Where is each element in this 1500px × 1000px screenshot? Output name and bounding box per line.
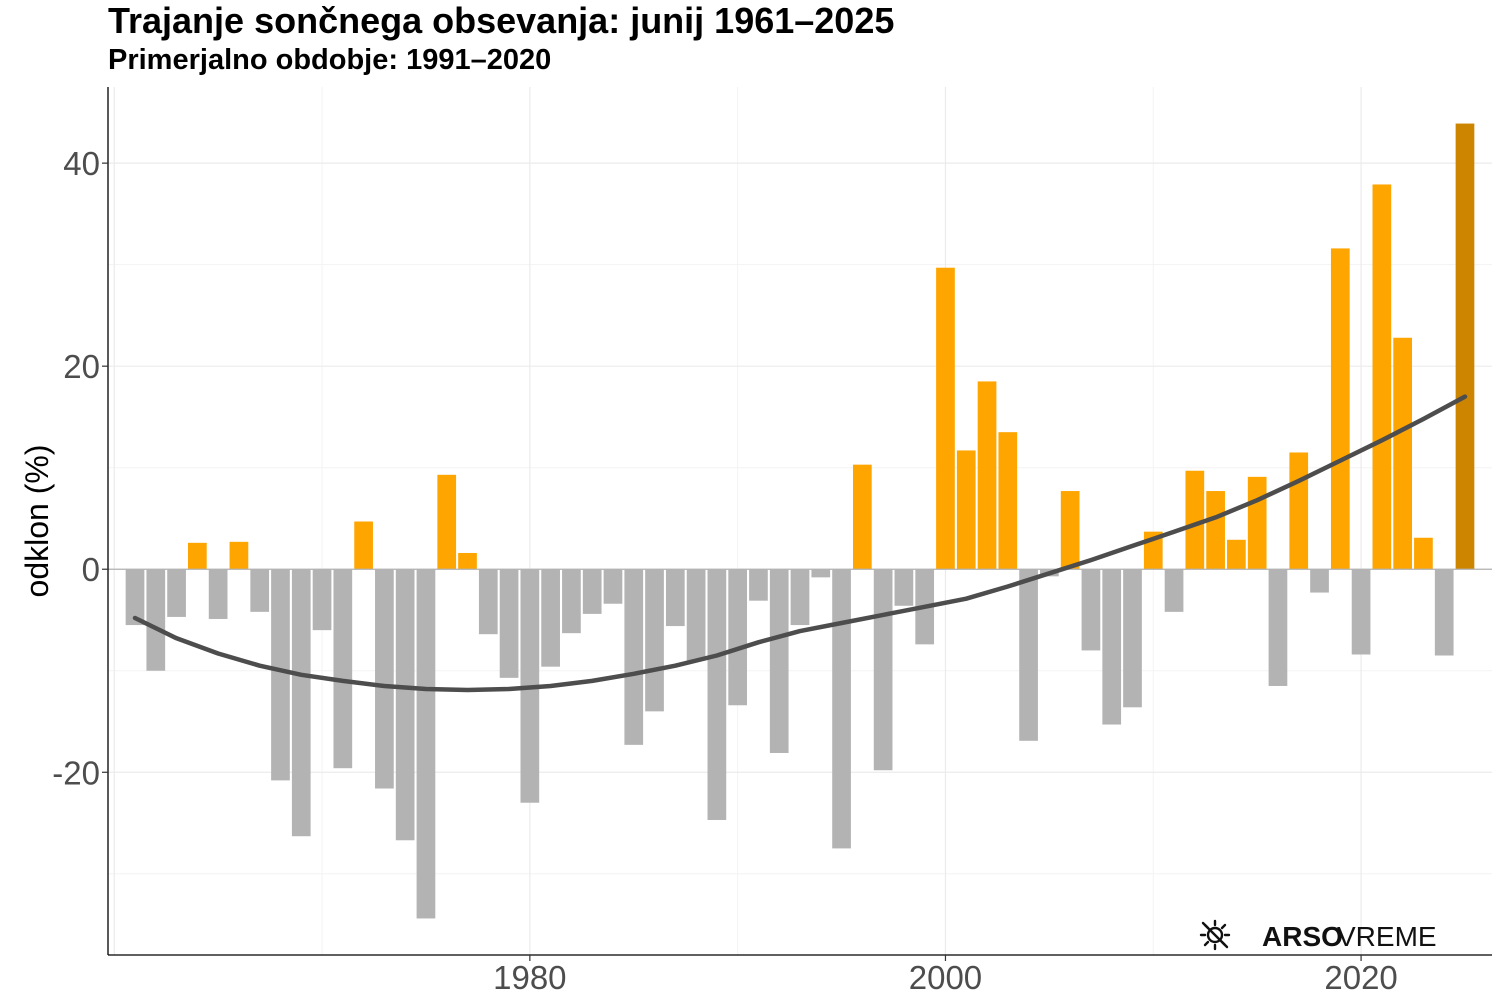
- bar-1962: [146, 569, 166, 671]
- bar-2019: [1330, 248, 1350, 570]
- trend-line: [132, 394, 1468, 693]
- bar-2001: [956, 450, 976, 570]
- bar-1987: [665, 569, 685, 627]
- bar-1969: [291, 569, 311, 837]
- bar-2008: [1102, 569, 1122, 725]
- bar-1976: [437, 474, 457, 570]
- y-tick-label: 0: [82, 551, 100, 588]
- axes: [102, 87, 1492, 961]
- bar-2020: [1351, 569, 1371, 655]
- bar-1988: [686, 569, 706, 661]
- bar-2011: [1164, 569, 1184, 612]
- bar-2018: [1310, 569, 1329, 593]
- y-tick-labels: 40 20 0 -20: [52, 145, 100, 791]
- y-axis-label: odklon (%): [19, 445, 55, 598]
- bar-1971: [333, 569, 353, 769]
- grid-major: [108, 87, 1492, 955]
- bar-1968: [271, 569, 290, 781]
- logo-vreme: VREME: [1337, 921, 1437, 952]
- sun-cloud-icon: [1199, 919, 1231, 951]
- grid-minor: [108, 87, 1492, 955]
- chart-subtitle: Primerjalno obdobje: 1991–2020: [108, 44, 552, 76]
- x-tick-label: 2020: [1324, 959, 1397, 996]
- bar-1997: [873, 569, 893, 771]
- bar-1977: [458, 552, 477, 570]
- bar-1974: [395, 569, 415, 841]
- bar-1995: [832, 569, 851, 849]
- bar-2025: [1455, 123, 1475, 570]
- bar-1965: [208, 569, 228, 619]
- bar-2015: [1247, 476, 1267, 570]
- bar-2013: [1206, 491, 1225, 570]
- bar-1993: [790, 569, 810, 626]
- bar-1963: [167, 569, 186, 617]
- bar-1972: [354, 521, 373, 570]
- bar-1989: [707, 569, 727, 820]
- bars: [125, 123, 1475, 919]
- y-tick-label: -20: [52, 754, 100, 791]
- bar-1975: [416, 569, 436, 919]
- bar-2023: [1414, 537, 1433, 570]
- bar-2000: [936, 267, 955, 570]
- bar-2003: [998, 432, 1018, 570]
- bar-1984: [603, 569, 623, 604]
- x-tick-labels: 1980 2000 2020: [493, 959, 1398, 996]
- bar-2002: [977, 381, 997, 570]
- bar-2009: [1123, 569, 1142, 708]
- chart-title: Trajanje sončnega obsevanja: junij 1961–…: [108, 0, 895, 41]
- bar-2014: [1227, 539, 1246, 570]
- bar-1961: [125, 569, 145, 626]
- bar-1994: [811, 569, 831, 578]
- bar-1978: [478, 569, 498, 635]
- logo-arso: ARSO: [1262, 921, 1343, 952]
- bar-1973: [375, 569, 394, 789]
- bar-1983: [582, 569, 602, 614]
- bar-1992: [769, 569, 789, 753]
- x-tick-label: 1980: [493, 959, 566, 996]
- y-tick-label: 40: [63, 145, 100, 182]
- bar-2024: [1434, 569, 1454, 656]
- bar-1967: [250, 569, 270, 612]
- bar-2022: [1393, 337, 1412, 570]
- arso-logo: ARSO VREME: [1199, 919, 1437, 952]
- bar-2004: [1019, 569, 1038, 741]
- bar-1982: [562, 569, 581, 634]
- bar-2012: [1185, 470, 1205, 570]
- y-tick-label: 20: [63, 348, 100, 385]
- x-tick-label: 2000: [909, 959, 982, 996]
- bar-1981: [541, 569, 560, 667]
- bar-2017: [1289, 452, 1309, 570]
- bar-2006: [1060, 491, 1080, 570]
- bar-1970: [312, 569, 332, 631]
- bar-1990: [728, 569, 748, 706]
- bar-1991: [749, 569, 768, 601]
- bar-1966: [229, 541, 249, 570]
- bar-1964: [188, 542, 207, 570]
- bar-1996: [852, 464, 872, 570]
- bar-2021: [1372, 184, 1392, 570]
- bar-2007: [1081, 569, 1101, 651]
- bar-1985: [624, 569, 644, 745]
- bar-2016: [1268, 569, 1288, 686]
- bar-1998: [894, 569, 914, 606]
- bar-1979: [499, 569, 519, 678]
- bar-1986: [645, 569, 664, 712]
